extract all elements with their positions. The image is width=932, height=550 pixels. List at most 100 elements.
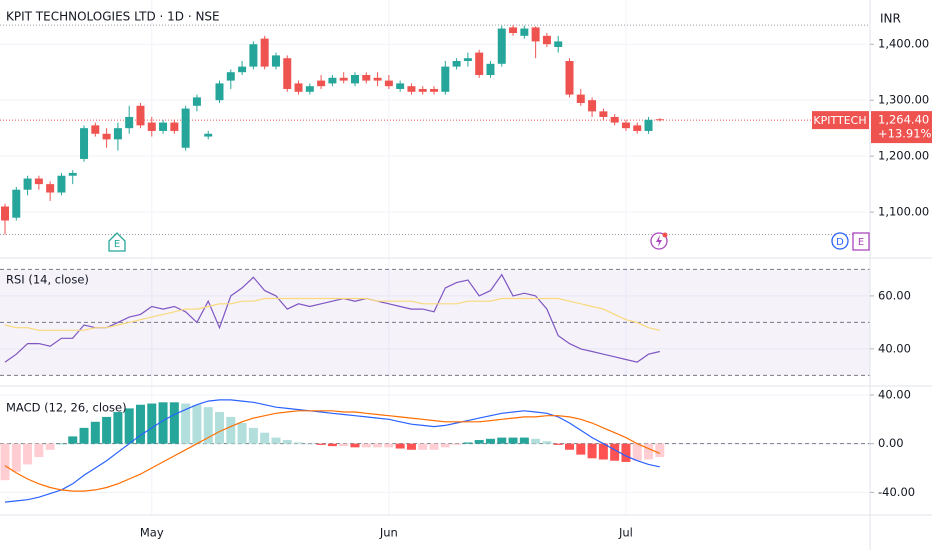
change-label: +13.91% [878, 127, 932, 141]
histogram-bar [395, 443, 405, 449]
candle-body [430, 88, 439, 92]
y-tick-label: 60.00 [878, 288, 911, 302]
y-tick-label: 40.00 [878, 341, 911, 355]
earnings-event[interactable]: E [108, 232, 126, 252]
candle-body [125, 116, 134, 129]
histogram-bar [135, 404, 145, 444]
candle-body [249, 44, 258, 67]
histogram-bar [531, 438, 541, 444]
candle-body [362, 74, 371, 81]
candle-body [418, 88, 427, 92]
histogram-bar [56, 443, 66, 445]
candle-body [305, 86, 314, 92]
grid-layer [0, 0, 870, 515]
symbol-tag [812, 111, 869, 130]
histogram-bar [11, 443, 21, 472]
candle-body [475, 52, 484, 75]
candle-body [384, 80, 393, 87]
histogram-bar [587, 443, 597, 459]
event-label: E [858, 237, 864, 248]
split-event-icon[interactable] [650, 232, 668, 250]
candle-body [1, 206, 9, 221]
histogram-bar [147, 403, 157, 444]
candle-body [396, 83, 405, 89]
histogram-bar [215, 412, 225, 444]
candle-body [80, 128, 89, 159]
candle-body [204, 133, 213, 137]
histogram-bar [474, 440, 484, 444]
histogram-bar [203, 407, 213, 444]
candle-body [215, 83, 224, 101]
histogram-bar [598, 443, 608, 460]
histogram-bar [0, 443, 10, 481]
histogram-bar [485, 438, 495, 444]
candle-body [644, 119, 653, 131]
candle-body [91, 125, 100, 134]
histogram-bar [316, 443, 326, 445]
histogram-bar [192, 404, 202, 444]
marks-layer [0, 25, 665, 503]
x-tick-label: Jul [618, 526, 633, 540]
histogram-bar [610, 443, 620, 461]
candle-body [113, 128, 122, 140]
y-tick-label: -40.00 [878, 485, 915, 499]
histogram-bar [361, 443, 371, 448]
histogram-bar [384, 443, 394, 448]
histogram-bar [655, 443, 665, 458]
candle-body [260, 38, 269, 67]
candle-body [136, 105, 145, 126]
currency[interactable]: INR [880, 12, 901, 26]
histogram-bar [327, 443, 337, 447]
candle-body [328, 77, 337, 84]
price-tag [871, 111, 932, 144]
histogram-bar [226, 416, 236, 444]
candle-body [441, 66, 450, 92]
candle-body [159, 122, 168, 131]
histogram-bar [406, 443, 416, 450]
histogram-bar [508, 437, 518, 444]
candle-body [452, 61, 461, 67]
candle-body [57, 175, 66, 193]
indicator-line [4, 410, 661, 492]
histogram-bar [124, 408, 134, 444]
histogram-bar [632, 443, 642, 461]
event-label: D [836, 237, 844, 248]
histogram-bar [158, 402, 168, 444]
indicator-line [4, 399, 660, 503]
candle-body [350, 74, 359, 84]
earnings-event[interactable]: E [852, 232, 870, 251]
candle-body [34, 178, 43, 185]
dividend-event[interactable]: D [831, 232, 849, 250]
symbol-title: KPIT TECHNOLOGIES LTD · 1D · NSE [6, 10, 220, 24]
candle-body [68, 172, 77, 176]
candle-body [271, 55, 280, 67]
histogram-bar [418, 443, 428, 450]
candle-body [520, 28, 529, 36]
histogram-bar [23, 443, 33, 465]
candle-body [621, 122, 630, 129]
candle-body [12, 189, 21, 218]
x-tick-label: May [140, 526, 164, 540]
candle-body [339, 77, 348, 81]
candle-body [497, 28, 506, 64]
event-label: E [114, 239, 120, 250]
candle-body [170, 122, 179, 131]
candle-body [486, 63, 495, 75]
histogram-bar [429, 443, 439, 450]
histogram-bar [553, 443, 563, 445]
candle-body [283, 58, 292, 89]
histogram-bar [373, 443, 383, 448]
y-tick-label: 1,100.00 [878, 205, 929, 219]
candle-body [588, 100, 597, 112]
histogram-bar [542, 441, 552, 444]
histogram-bar [102, 416, 112, 444]
symbol-label: KPITTECH [813, 114, 866, 127]
candle-body [181, 108, 190, 148]
histogram-bar [271, 437, 281, 444]
candle-body [294, 83, 303, 92]
histogram-bar [350, 443, 360, 448]
macd-title: MACD (12, 26, close) [6, 401, 127, 415]
last-price-label: 1,264.40 [878, 113, 929, 127]
histogram-bar [282, 440, 292, 444]
histogram-bar [452, 443, 462, 445]
